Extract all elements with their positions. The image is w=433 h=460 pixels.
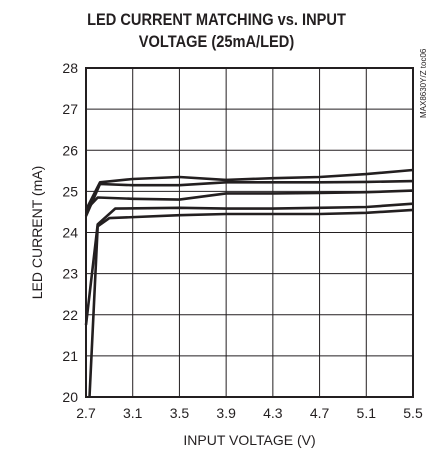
x-tick-label: 3.1	[123, 405, 143, 421]
y-tick-label: 21	[62, 348, 78, 364]
y-tick-label: 25	[62, 183, 78, 199]
series-group	[84, 168, 414, 398]
x-tick-label: 5.5	[403, 405, 423, 421]
chart-title-line-1: LED CURRENT MATCHING vs. INPUT	[87, 10, 346, 29]
y-tick-label: 23	[62, 266, 78, 282]
series-line-3	[85, 189, 414, 211]
y-tick-label: 27	[62, 101, 78, 117]
y-tick-labels: 20 21 22 23 24 25 26 27 28	[62, 60, 78, 405]
y-tick-label: 28	[62, 60, 78, 76]
x-tick-label: 2.7	[76, 405, 96, 421]
series-line-1	[84, 168, 414, 211]
x-tick-label: 3.5	[170, 405, 190, 421]
grid-lines	[86, 68, 413, 397]
x-axis-label: INPUT VOLTAGE (V)	[183, 432, 315, 448]
figure-code: MAX8630Y/Z toc06	[419, 48, 428, 118]
x-tick-label: 5.1	[357, 405, 377, 421]
series-line-5	[88, 208, 414, 398]
y-tick-label: 20	[62, 389, 78, 405]
y-tick-label: 26	[62, 142, 78, 158]
y-axis-label: LED CURRENT (mA)	[29, 166, 45, 300]
chart-title-line-2: VOLTAGE (25mA/LED)	[138, 32, 295, 51]
x-tick-label: 4.7	[310, 405, 330, 421]
y-tick-label: 24	[62, 225, 78, 241]
series-line-4	[84, 202, 414, 326]
x-tick-label: 3.9	[216, 405, 236, 421]
series-line-2	[84, 179, 414, 217]
y-tick-label: 22	[62, 307, 78, 323]
x-tick-label: 4.3	[263, 405, 283, 421]
x-tick-labels: 2.7 3.1 3.5 3.9 4.3 4.7 5.1 5.5	[76, 405, 423, 421]
